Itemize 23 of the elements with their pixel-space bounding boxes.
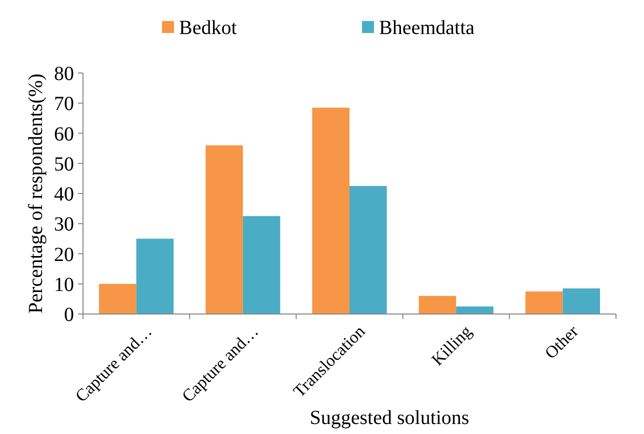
bar: [525, 291, 563, 314]
y-tick-label: 20: [54, 244, 74, 266]
y-tick-label: 70: [54, 93, 74, 116]
bar: [312, 108, 350, 314]
legend-label: Bedkot: [179, 17, 238, 39]
bar: [98, 284, 136, 314]
y-tick-label: 30: [54, 214, 74, 236]
y-tick-label: 60: [54, 123, 74, 146]
bar: [350, 186, 387, 314]
bar: [242, 216, 280, 314]
y-tick-label: 0: [64, 304, 74, 326]
legend-label: Bheemdatta: [379, 17, 475, 39]
y-axis-title: Percentage of respondents(%): [25, 74, 47, 314]
y-tick-label: 80: [54, 63, 74, 85]
y-tick-label: 50: [54, 153, 74, 176]
y-tick-label: 40: [54, 184, 74, 206]
bar: [136, 238, 174, 314]
y-tick-label: 10: [54, 274, 74, 296]
bar: [456, 306, 494, 314]
bar: [562, 288, 600, 314]
bar: [206, 145, 243, 314]
x-axis-title: Suggested solutions: [310, 407, 470, 429]
bar: [418, 296, 456, 314]
